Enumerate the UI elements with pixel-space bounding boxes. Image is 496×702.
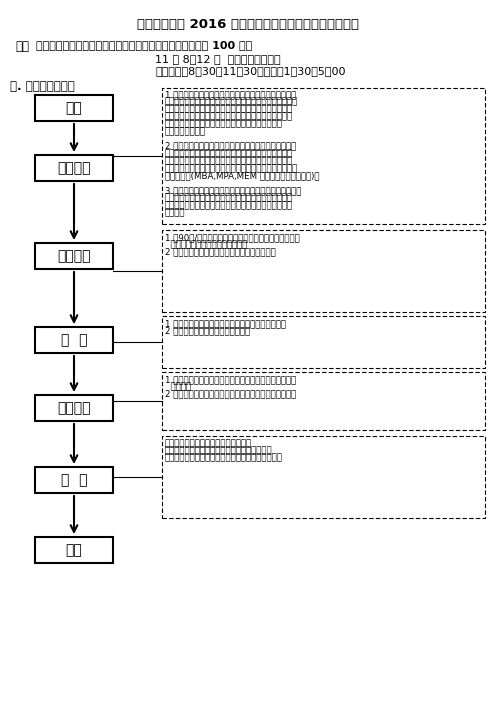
Text: 结束: 结束 xyxy=(65,543,82,557)
Text: 资格审查: 资格审查 xyxy=(57,161,91,175)
Text: 一份交材料包（交表处），不要未报名去交表。: 一份交材料包（交表处），不要未报名去交表。 xyxy=(165,446,273,456)
FancyBboxPatch shape xyxy=(35,243,113,269)
Text: 2 领取打印的报名信息表一式两份。: 2 领取打印的报名信息表一式两份。 xyxy=(165,326,250,336)
Text: 一份自己留存（报考外省考生按招生单位规定存留）: 一份自己留存（报考外省考生按招生单位规定存留） xyxy=(165,453,283,463)
FancyBboxPatch shape xyxy=(35,95,113,121)
Text: 相关证明；退役大学生士兵专项计划的考生还应提交: 相关证明；退役大学生士兵专项计划的考生还应提交 xyxy=(165,119,283,128)
Text: 一．: 一． xyxy=(15,40,29,53)
FancyBboxPatch shape xyxy=(35,155,113,181)
Text: 二. 现场确认流程：: 二. 现场确认流程： xyxy=(10,80,75,93)
Text: 明、近三个月工资单及劳动合同原件、复印件（缺一不可）: 明、近三个月工资单及劳动合同原件、复印件（缺一不可） xyxy=(165,164,298,173)
Text: 交报名费: 交报名费 xyxy=(57,249,91,263)
Text: 2 往届生：按户籍所在地报名：持学历证、二代身份证原: 2 往届生：按户籍所在地报名：持学历证、二代身份证原 xyxy=(165,142,296,151)
Text: 审核信息: 审核信息 xyxy=(57,401,91,415)
Text: 等证明材料(MBA,MPA,MEM 考生均按以上要求办理)。: 等证明材料(MBA,MPA,MEM 考生均按以上要求办理)。 xyxy=(165,171,319,180)
Text: 摄  像: 摄 像 xyxy=(61,333,87,347)
Text: 每天上午：8：30－11：30，下午：1：30－5：00: 每天上午：8：30－11：30，下午：1：30－5：00 xyxy=(155,66,346,76)
FancyBboxPatch shape xyxy=(162,316,485,368)
Text: 果自负。: 果自负。 xyxy=(165,208,186,218)
Text: 书的省级高等教育自学考试办公室或网络教育高校出具的: 书的省级高等教育自学考试办公室或网络教育高校出具的 xyxy=(165,112,293,121)
Text: 3 强军计划考生携带二代身份证（军官证）、毕业证原件；: 3 强军计划考生携带二代身份证（军官证）、毕业证原件； xyxy=(165,186,302,195)
Text: 将经核实无误的报名信息表一式两份，: 将经核实无误的报名信息表一式两份， xyxy=(165,439,252,448)
Text: 注册）原件。延长学制的考生还须出示学校教务部门证明；: 注册）原件。延长学制的考生还须出示学校教务部门证明； xyxy=(165,98,298,107)
Text: 2 核实无误后签字确认，签字确认后，信息不能再更改。: 2 核实无误后签字确认，签字确认后，信息不能再更改。 xyxy=(165,390,296,399)
Text: 1 核对报名信息表信息：姓名、性别、身份证号码、报考: 1 核对报名信息表信息：姓名、性别、身份证号码、报考 xyxy=(165,375,296,384)
FancyBboxPatch shape xyxy=(35,467,113,493)
Text: 件同时提供在籍户籍证明原件、复印件；按工作所在地报: 件同时提供在籍户籍证明原件、复印件；按工作所在地报 xyxy=(165,150,293,158)
Text: 1 应届本科毕业生：持本人二代身份证和学生证（经完善: 1 应届本科毕业生：持本人二代身份证和学生证（经完善 xyxy=(165,90,296,99)
FancyBboxPatch shape xyxy=(35,327,113,353)
FancyBboxPatch shape xyxy=(162,372,485,430)
Text: 开始: 开始 xyxy=(65,101,82,115)
Text: 名：持学历证、二代身份证原件及在职工作单位开具的证: 名：持学历证、二代身份证原件及在职工作单位开具的证 xyxy=(165,157,293,166)
FancyBboxPatch shape xyxy=(162,436,485,518)
Text: 现场确认时间地点：兴庆校区宪梓堂一楼大厅（南门向西约 100 米）: 现场确认时间地点：兴庆校区宪梓堂一楼大厅（南门向西约 100 米） xyxy=(36,40,252,50)
Text: 西安交通大学 2016 年硕士研究生招生现场确认相关事宜: 西安交通大学 2016 年硕士研究生招生现场确认相关事宜 xyxy=(137,18,359,31)
FancyBboxPatch shape xyxy=(162,230,485,312)
Text: 交  表: 交 表 xyxy=(61,473,87,487)
Text: 本人退出现役证。: 本人退出现役证。 xyxy=(165,127,206,136)
Text: 外，按我校招生简章要求还须提供相关支撑材料，否则后: 外，按我校招生简章要求还须提供相关支撑材料，否则后 xyxy=(165,201,293,210)
Text: 11 月 8－12 日  （逾期不再补办）: 11 月 8－12 日 （逾期不再补办） xyxy=(155,54,281,64)
Text: 2 到计算机交费处通过网上报名号做交费标记。: 2 到计算机交费处通过网上报名号做交费标记。 xyxy=(165,248,276,257)
Text: 自学考试和网络教育应届本科毕业生，须出具颁发毕业证: 自学考试和网络教育应届本科毕业生，须出具颁发毕业证 xyxy=(165,105,293,114)
Text: 单独考试考生、同等学力考生除携带身份证、毕业证原件: 单独考试考生、同等学力考生除携带身份证、毕业证原件 xyxy=(165,194,293,203)
Text: 手续一经办理，报考费概不退还；: 手续一经办理，报考费概不退还； xyxy=(165,240,248,249)
FancyBboxPatch shape xyxy=(162,88,485,224)
Text: 1 按90元/生交纳报名费（现金），获取交费收据，报考: 1 按90元/生交纳报名费（现金），获取交费收据，报考 xyxy=(165,233,300,242)
FancyBboxPatch shape xyxy=(35,395,113,421)
Text: 1 考生提供报名号、身份证、交费收据后进行摄像；: 1 考生提供报名号、身份证、交费收据后进行摄像； xyxy=(165,319,286,328)
FancyBboxPatch shape xyxy=(35,537,113,563)
Text: 类别等；: 类别等； xyxy=(165,383,191,392)
